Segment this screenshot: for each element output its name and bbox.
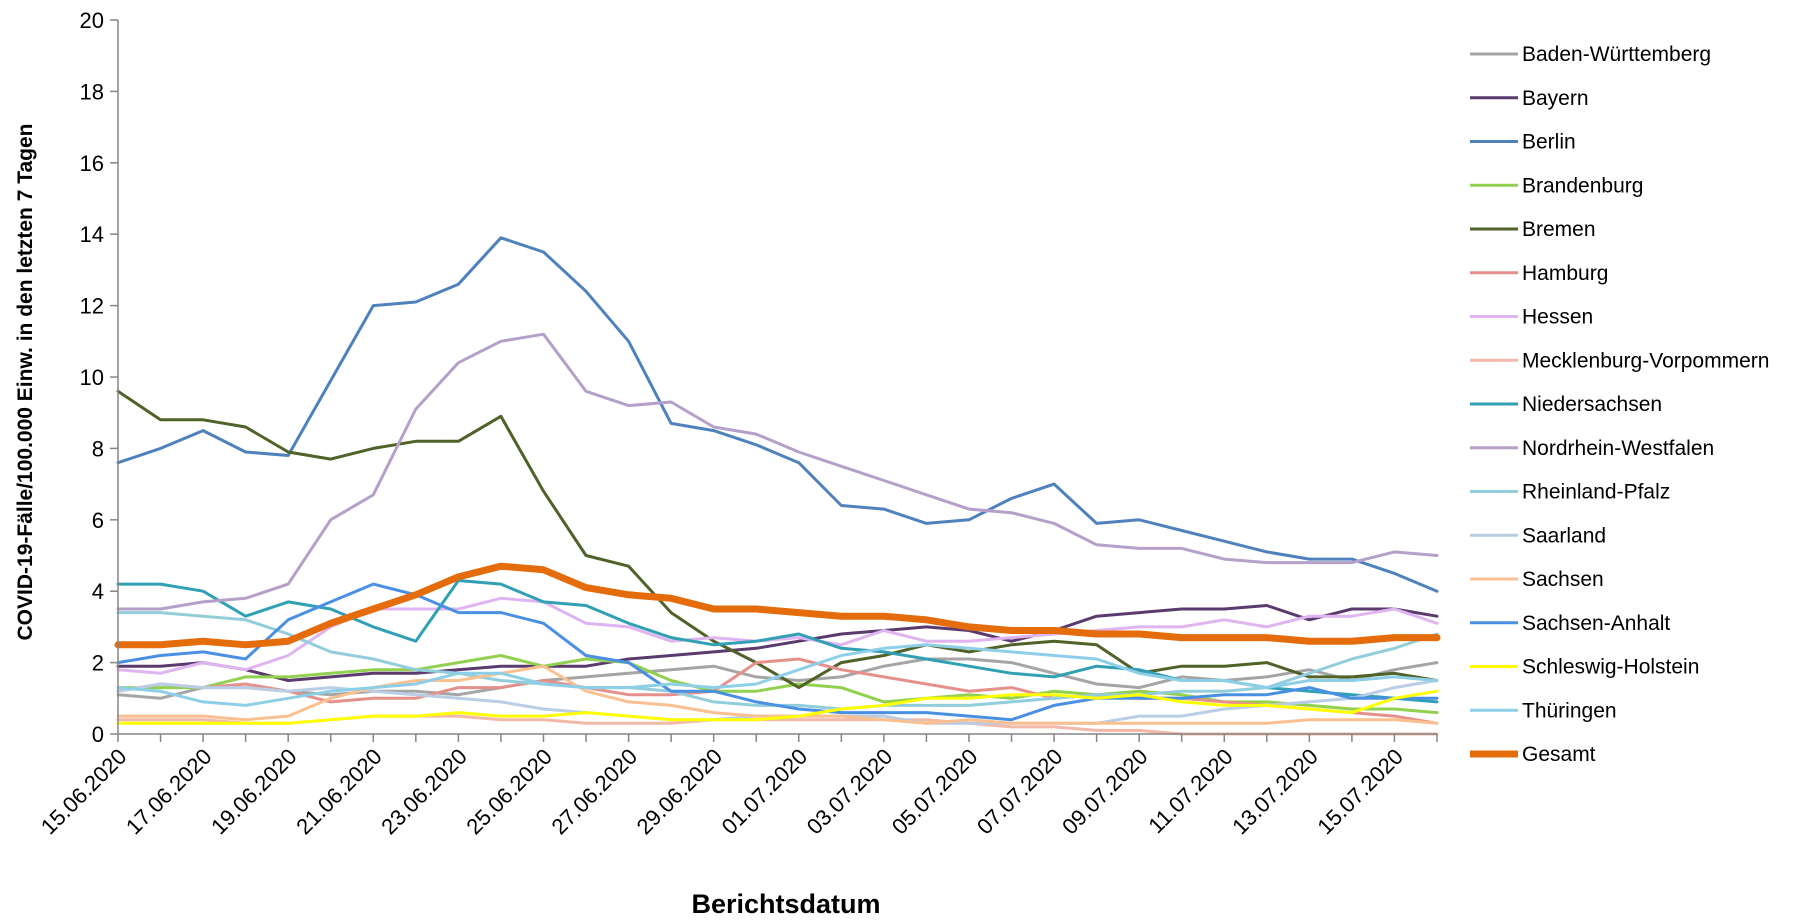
series-line-sachsen-anhalt <box>116 582 1439 722</box>
legend-label: Schleswig-Holstein <box>1522 656 1699 679</box>
legend-item-rheinland-pfalz: Rheinland-Pfalz <box>1470 481 1670 504</box>
legend-item-baden-wurttemberg: Baden-Württemberg <box>1470 43 1711 66</box>
legend-label: Saarland <box>1522 524 1606 547</box>
legend-label: Hessen <box>1522 306 1593 329</box>
y-tick-label: 8 <box>92 436 104 461</box>
y-tick-label: 2 <box>92 651 104 676</box>
legend-item-sachsen: Sachsen <box>1470 568 1604 591</box>
x-tick-label: 19.06.2020 <box>206 744 302 840</box>
y-tick-label: 0 <box>92 722 104 747</box>
series-line-sachsen <box>116 664 1439 725</box>
x-tick-label: 29.06.2020 <box>632 744 728 840</box>
series-line-gesamt <box>114 562 1441 649</box>
legend-label: Rheinland-Pfalz <box>1522 481 1670 504</box>
legend-label: Bremen <box>1522 218 1596 241</box>
x-tick-label: 15.06.2020 <box>36 744 132 840</box>
legend-label: Thüringen <box>1522 699 1617 722</box>
x-axis-title: Berichtsdatum <box>691 889 880 919</box>
legend-label: Niedersachsen <box>1522 393 1662 416</box>
x-tick-label: 11.07.2020 <box>1143 744 1237 838</box>
legend-label: Gesamt <box>1522 743 1596 766</box>
x-tick-label: 21.06.2020 <box>291 744 387 840</box>
legend-label: Mecklenburg-Vorpommern <box>1522 349 1769 372</box>
legend-item-thuringen: Thüringen <box>1470 699 1617 722</box>
y-tick-label: 20 <box>80 8 104 33</box>
legend-label: Sachsen-Anhalt <box>1522 612 1670 635</box>
legend-label: Nordrhein-Westfalen <box>1522 437 1714 460</box>
x-tick-label: 01.07.2020 <box>717 744 813 840</box>
y-tick-label: 18 <box>80 79 104 104</box>
legend-item-hamburg: Hamburg <box>1470 262 1608 285</box>
legend-item-nordrhein-westfalen: Nordrhein-Westfalen <box>1470 437 1714 460</box>
x-axis-ticks: 15.06.202017.06.202019.06.202021.06.2020… <box>36 733 1438 840</box>
legend-label: Sachsen <box>1522 568 1604 591</box>
y-axis-title: COVID-19-Fälle/100.000 Einw. in den letz… <box>14 124 37 641</box>
y-tick-label: 6 <box>92 508 104 533</box>
x-tick-label: 07.07.2020 <box>972 744 1068 840</box>
legend-label: Hamburg <box>1522 262 1608 285</box>
y-tick-label: 12 <box>80 294 104 319</box>
series-line-hamburg <box>116 657 1439 725</box>
legend-item-schleswig-holstein: Schleswig-Holstein <box>1470 656 1699 679</box>
y-axis-ticks: 0 2 4 6 8 10 12 14 16 18 20 <box>80 8 119 747</box>
legend-label: Berlin <box>1522 131 1576 154</box>
x-tick-label: 15.07.2020 <box>1312 744 1408 840</box>
plot-area <box>114 236 1441 736</box>
legend-item-hessen: Hessen <box>1470 306 1593 329</box>
x-tick-label: 17.06.2020 <box>121 744 217 840</box>
series-line-bremen <box>116 389 1439 690</box>
x-tick-label: 13.07.2020 <box>1227 744 1323 840</box>
series-line-nordrhein-westfalen <box>116 332 1439 611</box>
x-tick-label: 03.07.2020 <box>802 744 898 840</box>
series-line-bayern <box>116 604 1439 682</box>
x-tick-label: 05.07.2020 <box>887 744 983 840</box>
legend-item-brandenburg: Brandenburg <box>1470 174 1643 197</box>
legend-label: Baden-Württemberg <box>1522 43 1711 66</box>
x-tick-label: 27.06.2020 <box>546 744 642 840</box>
y-tick-label: 4 <box>92 579 104 604</box>
legend-item-saarland: Saarland <box>1470 524 1606 547</box>
legend-item-gesamt: Gesamt <box>1470 743 1596 766</box>
y-tick-label: 10 <box>80 365 104 390</box>
legend-item-berlin: Berlin <box>1470 131 1576 154</box>
legend-label: Bayern <box>1522 87 1589 110</box>
legend-item-bremen: Bremen <box>1470 218 1596 241</box>
legend-item-niedersachsen: Niedersachsen <box>1470 393 1662 416</box>
legend-label: Brandenburg <box>1522 174 1643 197</box>
y-tick-label: 14 <box>80 222 104 247</box>
legend-item-bayern: Bayern <box>1470 87 1589 110</box>
x-tick-label: 25.06.2020 <box>461 744 557 840</box>
series-line-thuringen <box>116 643 1439 707</box>
series-line-berlin <box>116 236 1439 593</box>
legend-item-mecklenburg-vorpommern: Mecklenburg-Vorpommern <box>1470 349 1769 372</box>
x-tick-label: 23.06.2020 <box>376 744 472 840</box>
y-tick-label: 16 <box>80 151 104 176</box>
series-line-schleswig-holstein <box>116 689 1439 725</box>
legend-item-sachsen-anhalt: Sachsen-Anhalt <box>1470 612 1670 635</box>
legend: Baden-Württemberg Bayern Berlin Brandenburg… <box>1470 43 1769 766</box>
x-tick-label: 09.07.2020 <box>1057 744 1153 840</box>
